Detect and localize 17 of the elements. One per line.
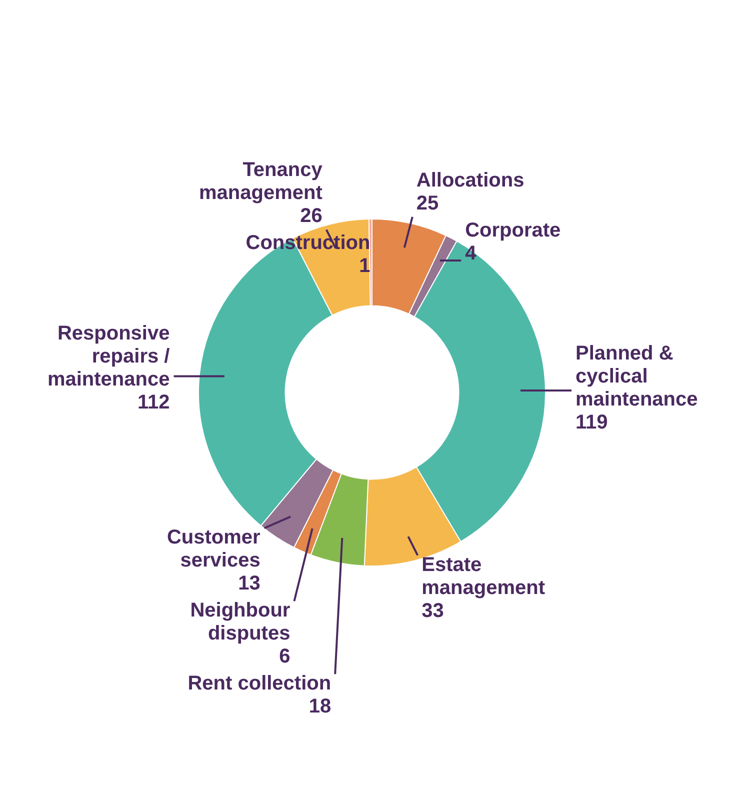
slice-label: Responsive repairs / maintenance <box>47 322 170 391</box>
slice-label: Planned & cyclical maintenance <box>575 342 698 410</box>
slice-label: Tenancy management <box>198 159 324 204</box>
data-label: 112 <box>137 392 170 414</box>
data-label: 25 <box>416 192 439 214</box>
slice-label: Estate management <box>422 554 546 599</box>
data-label: 119 <box>575 411 608 434</box>
slice-label: Customer services <box>166 526 261 572</box>
data-label: 18 <box>308 696 332 718</box>
slice-label: Allocations <box>416 169 524 192</box>
slice-label: Rent collection <box>188 672 332 695</box>
data-label: 26 <box>300 205 322 228</box>
data-label: 6 <box>279 646 290 668</box>
data-label: 13 <box>238 572 260 595</box>
data-label: 33 <box>422 600 444 622</box>
slice-label: Neighbour disputes <box>190 600 290 645</box>
slice-label: Corporate <box>465 219 561 242</box>
